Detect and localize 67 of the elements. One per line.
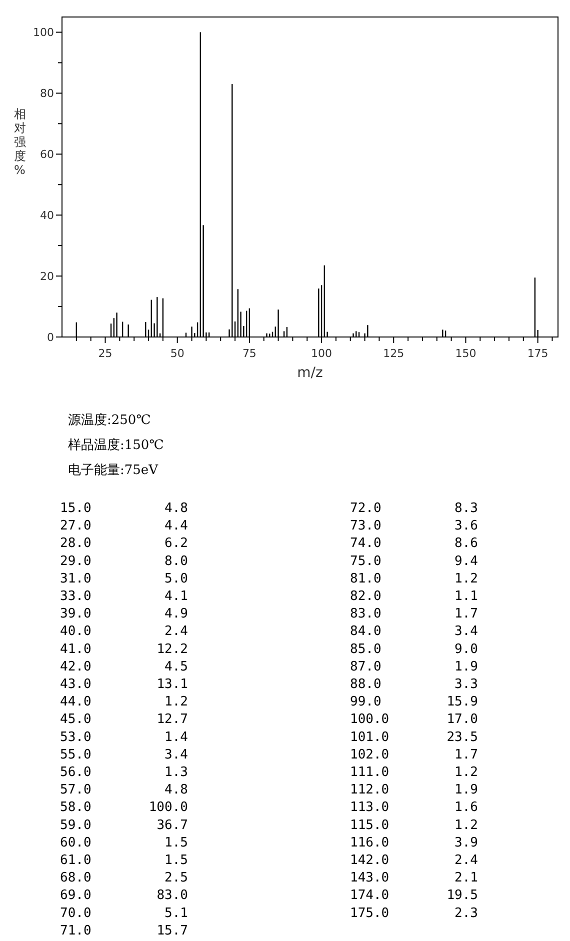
text: 82.0 1.1 xyxy=(350,589,478,604)
text: 39.0 4.9 xyxy=(60,606,188,622)
text: 116.0 3.9 xyxy=(350,835,478,850)
y-tick-label: 60 xyxy=(40,148,54,162)
text: 99.0 15.9 xyxy=(350,694,478,710)
y-tick-label: 0 xyxy=(47,331,54,344)
text: 85.0 9.0 xyxy=(350,642,478,657)
text: 71.0 15.7 xyxy=(60,923,188,938)
text: 61.0 1.5 xyxy=(60,853,188,868)
text: 31.0 5.0 xyxy=(60,571,188,586)
text: 45.0 12.7 xyxy=(60,712,188,728)
y-tick-label: 80 xyxy=(40,87,54,100)
text: 58.0 100.0 xyxy=(60,800,188,816)
text: 113.0 1.6 xyxy=(350,800,478,816)
x-tick-label: 125 xyxy=(383,347,404,360)
text: 56.0 1.3 xyxy=(60,765,188,780)
x-tick-label: 50 xyxy=(170,347,184,360)
y-axis-title: 相对强度% xyxy=(14,107,26,177)
text: 72.0 8.3 xyxy=(350,501,478,516)
text: 29.0 8.0 xyxy=(60,554,188,569)
text: 112.0 1.9 xyxy=(350,782,478,798)
x-tick-label: 75 xyxy=(242,347,256,360)
x-axis-title: m/z xyxy=(297,365,323,381)
text: 53.0 1.4 xyxy=(60,730,188,745)
text: 样品温度:150℃ xyxy=(68,437,164,453)
text: 28.0 6.2 xyxy=(60,536,188,552)
text: 87.0 1.9 xyxy=(350,659,478,674)
text: 111.0 1.2 xyxy=(350,765,478,780)
x-tick-label: 150 xyxy=(455,347,476,360)
x-tick-label: 175 xyxy=(527,347,548,360)
text: 73.0 3.6 xyxy=(350,518,478,534)
text: 68.0 2.5 xyxy=(60,870,188,886)
text: 42.0 4.5 xyxy=(60,659,188,674)
text: 电子能量:75eV xyxy=(68,463,159,478)
text: 143.0 2.1 xyxy=(350,870,478,886)
text: 41.0 12.2 xyxy=(60,642,188,657)
text: 40.0 2.4 xyxy=(60,624,188,640)
text: 59.0 36.7 xyxy=(60,818,188,833)
text: 70.0 5.1 xyxy=(60,906,188,921)
text: 81.0 1.2 xyxy=(350,571,478,586)
text: 102.0 1.7 xyxy=(350,747,478,762)
y-tick-label: 40 xyxy=(40,209,54,222)
text: 55.0 3.4 xyxy=(60,747,188,762)
x-tick-label: 25 xyxy=(98,347,112,360)
text: 74.0 8.6 xyxy=(350,536,478,552)
text: 60.0 1.5 xyxy=(60,835,188,850)
text: 43.0 13.1 xyxy=(60,677,188,692)
y-tick-label: 100 xyxy=(33,26,54,40)
text: 115.0 1.2 xyxy=(350,818,478,833)
text: 100.0 17.0 xyxy=(350,712,478,728)
text: 101.0 23.5 xyxy=(350,730,478,745)
text: 175.0 2.3 xyxy=(350,906,478,921)
text: 75.0 9.4 xyxy=(350,554,478,569)
text: 27.0 4.4 xyxy=(60,518,188,534)
y-tick-label: 20 xyxy=(40,270,54,284)
text: 44.0 1.2 xyxy=(60,694,188,710)
text: 84.0 3.4 xyxy=(350,624,478,640)
text: 174.0 19.5 xyxy=(350,888,478,904)
text: 69.0 83.0 xyxy=(60,888,188,904)
text: 88.0 3.3 xyxy=(350,677,478,692)
text: 33.0 4.1 xyxy=(60,589,188,604)
text: 57.0 4.8 xyxy=(60,782,188,798)
x-tick-label: 100 xyxy=(311,347,332,360)
text: 142.0 2.4 xyxy=(350,853,478,868)
text: 83.0 1.7 xyxy=(350,606,478,622)
text: 15.0 4.8 xyxy=(60,501,188,516)
text: 源温度:250℃ xyxy=(68,412,151,428)
